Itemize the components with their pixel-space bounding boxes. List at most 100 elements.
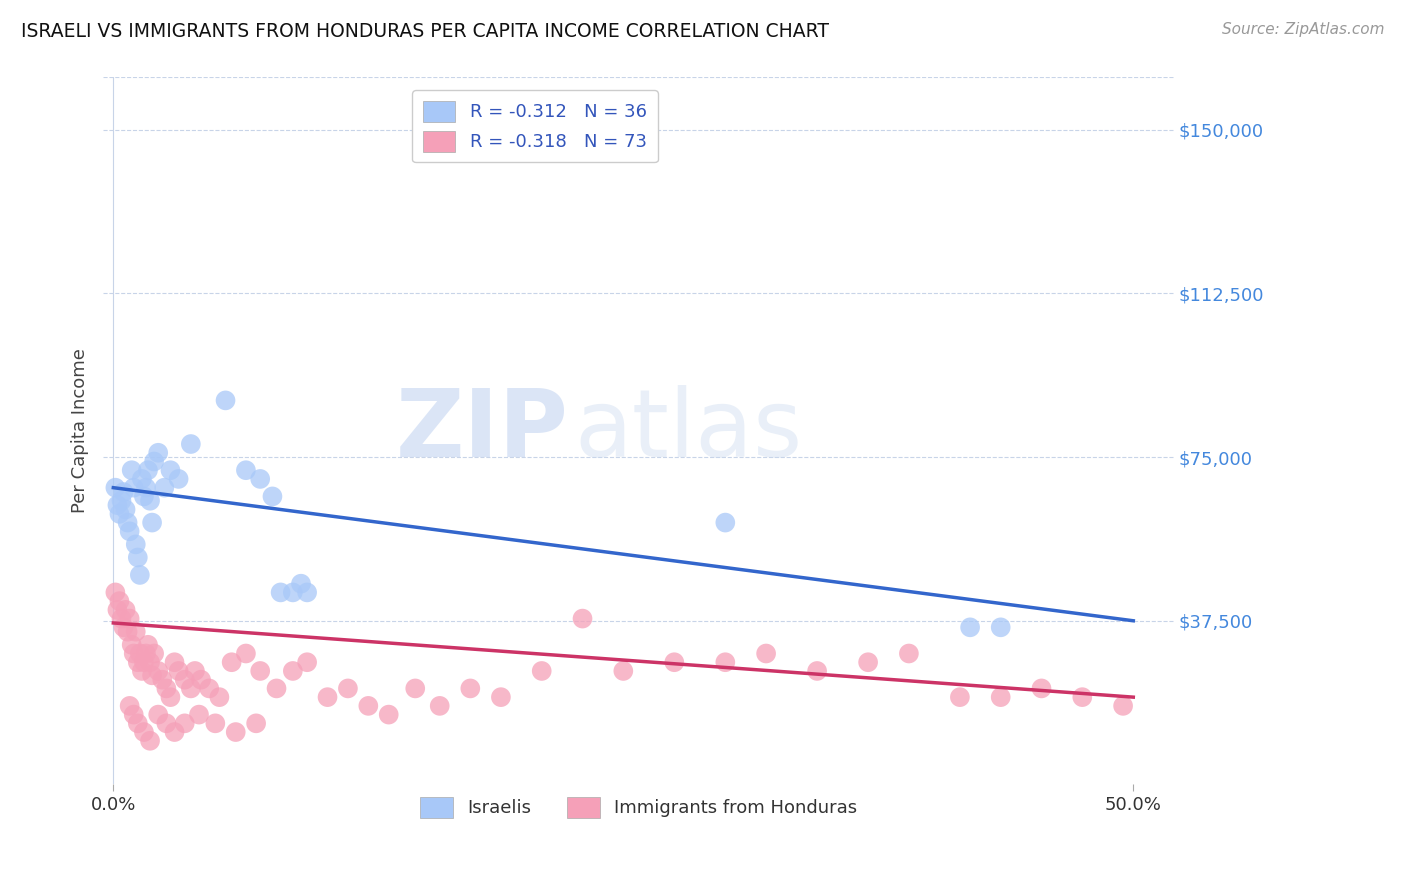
Point — [316, 690, 339, 705]
Point — [357, 698, 380, 713]
Point — [204, 716, 226, 731]
Point — [1112, 698, 1135, 713]
Point — [155, 681, 177, 696]
Point — [114, 502, 136, 516]
Point — [990, 690, 1012, 705]
Point — [404, 681, 426, 696]
Point — [118, 524, 141, 539]
Point — [139, 655, 162, 669]
Point — [180, 681, 202, 696]
Point — [112, 485, 135, 500]
Point — [118, 611, 141, 625]
Point — [198, 681, 221, 696]
Point — [122, 481, 145, 495]
Point — [959, 620, 981, 634]
Point — [262, 489, 284, 503]
Point — [153, 481, 176, 495]
Point — [135, 647, 157, 661]
Y-axis label: Per Capita Income: Per Capita Income — [72, 349, 89, 514]
Point — [221, 655, 243, 669]
Point — [107, 498, 129, 512]
Point — [184, 664, 207, 678]
Point — [148, 446, 170, 460]
Point — [755, 647, 778, 661]
Point — [1031, 681, 1053, 696]
Point — [159, 690, 181, 705]
Point — [127, 655, 149, 669]
Point — [121, 638, 143, 652]
Point — [167, 472, 190, 486]
Text: atlas: atlas — [575, 385, 803, 477]
Point — [139, 733, 162, 747]
Point — [714, 516, 737, 530]
Point — [429, 698, 451, 713]
Point — [132, 655, 155, 669]
Point — [117, 624, 139, 639]
Point — [714, 655, 737, 669]
Point — [336, 681, 359, 696]
Point — [163, 655, 186, 669]
Text: ZIP: ZIP — [396, 385, 569, 477]
Point — [112, 620, 135, 634]
Point — [148, 707, 170, 722]
Point — [990, 620, 1012, 634]
Point — [173, 716, 195, 731]
Point — [489, 690, 512, 705]
Point — [295, 655, 318, 669]
Point — [208, 690, 231, 705]
Point — [897, 647, 920, 661]
Point — [128, 568, 150, 582]
Point — [290, 576, 312, 591]
Point — [118, 698, 141, 713]
Point — [143, 454, 166, 468]
Point — [141, 668, 163, 682]
Point — [949, 690, 972, 705]
Point — [114, 603, 136, 617]
Point — [856, 655, 879, 669]
Point — [188, 707, 211, 722]
Point — [131, 664, 153, 678]
Point — [235, 647, 257, 661]
Point — [664, 655, 686, 669]
Point — [107, 603, 129, 617]
Point — [122, 647, 145, 661]
Point — [235, 463, 257, 477]
Point — [225, 725, 247, 739]
Point — [108, 507, 131, 521]
Point — [163, 725, 186, 739]
Point — [117, 516, 139, 530]
Point — [249, 472, 271, 486]
Point — [104, 481, 127, 495]
Point — [104, 585, 127, 599]
Point — [281, 664, 304, 678]
Point — [249, 664, 271, 678]
Point — [150, 673, 173, 687]
Point — [245, 716, 267, 731]
Point — [136, 463, 159, 477]
Point — [131, 472, 153, 486]
Text: ISRAELI VS IMMIGRANTS FROM HONDURAS PER CAPITA INCOME CORRELATION CHART: ISRAELI VS IMMIGRANTS FROM HONDURAS PER … — [21, 22, 830, 41]
Point — [460, 681, 482, 696]
Point — [214, 393, 236, 408]
Point — [266, 681, 288, 696]
Point — [281, 585, 304, 599]
Point — [806, 664, 828, 678]
Point — [132, 489, 155, 503]
Point — [127, 550, 149, 565]
Point — [270, 585, 292, 599]
Point — [530, 664, 553, 678]
Point — [148, 664, 170, 678]
Legend: Israelis, Immigrants from Honduras: Israelis, Immigrants from Honduras — [413, 789, 865, 825]
Point — [125, 537, 148, 551]
Point — [173, 673, 195, 687]
Point — [190, 673, 212, 687]
Point — [128, 647, 150, 661]
Point — [139, 493, 162, 508]
Text: Source: ZipAtlas.com: Source: ZipAtlas.com — [1222, 22, 1385, 37]
Point — [167, 664, 190, 678]
Point — [127, 716, 149, 731]
Point — [141, 516, 163, 530]
Point — [1071, 690, 1094, 705]
Point — [121, 463, 143, 477]
Point — [110, 611, 132, 625]
